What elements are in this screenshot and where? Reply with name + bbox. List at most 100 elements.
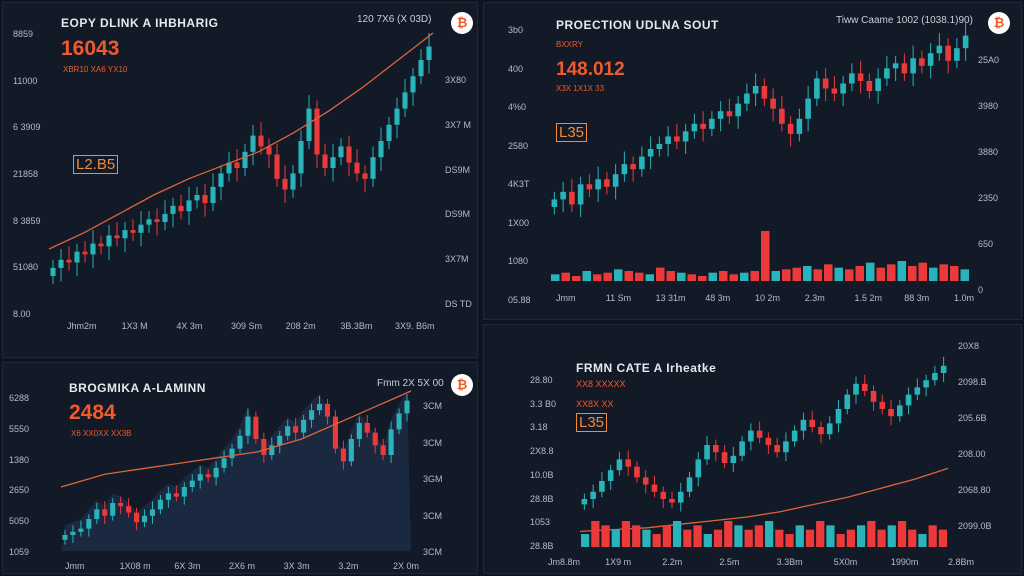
candle-body	[314, 108, 320, 155]
volume-bar	[635, 272, 644, 281]
right_axis-tick-label: 3CM	[423, 401, 443, 411]
candle-body	[181, 487, 187, 497]
volume-bar	[698, 276, 707, 281]
candle-body	[897, 405, 903, 417]
volume-bar	[846, 529, 855, 547]
candle-body	[840, 83, 846, 94]
left_axis-tick-label: 400	[508, 63, 524, 74]
right_axis-tick-label: 3X7 M	[445, 119, 472, 130]
left_axis-tick-label: 1080	[508, 256, 529, 267]
left_axis-tick-label: 1X00	[508, 217, 530, 228]
candle-body	[66, 259, 72, 263]
bitcoin-icon[interactable]: ₿	[451, 12, 473, 34]
candle-body	[669, 499, 675, 503]
volume-bar	[813, 269, 822, 281]
candlestick-chart-4	[579, 356, 949, 547]
candle-body	[595, 179, 601, 190]
x_axis-tick-label: Jmm	[556, 293, 576, 303]
candle-body	[90, 243, 96, 255]
x_axis-tick-label: 1.0m	[954, 293, 975, 303]
volume-bar	[816, 521, 825, 547]
volume-bar	[734, 525, 743, 547]
candle-body	[197, 474, 203, 481]
volume-bar	[782, 269, 791, 281]
right_axis-tick-label: DS9M	[445, 164, 471, 175]
left_axis-tick-label: 2650	[9, 485, 30, 496]
candle-body	[282, 178, 288, 190]
left_axis-tick-label: 6288	[9, 393, 30, 403]
candle-body	[226, 162, 232, 174]
candle-body	[919, 58, 925, 66]
candle-body	[726, 111, 733, 117]
right_axis-tick-label: 2098.B	[958, 377, 987, 387]
candle-body	[141, 515, 148, 523]
chart-panel-1: EOPY DLINK A IHBHARIG 120 7X6 (X 03D) ₿ …	[2, 2, 478, 358]
volume-bar	[724, 521, 733, 547]
volume-bar	[551, 274, 560, 281]
x_axis-tick-label: 309 Sm	[231, 321, 263, 331]
candle-body	[362, 173, 368, 179]
candle-body	[348, 439, 354, 462]
candle-body	[647, 149, 654, 157]
x_axis-tick-label: Jm8.8m	[548, 557, 581, 567]
x_axis-tick-label: 208 2m	[285, 321, 316, 331]
candle-body	[118, 503, 124, 507]
candle-body	[730, 455, 737, 463]
volume-bar	[582, 271, 591, 281]
right_axis-tick-label: 2099.0B	[958, 521, 992, 531]
candle-body	[861, 383, 868, 391]
left_axis-tick-label: 1053	[530, 517, 551, 528]
x_axis-tick-label: Jhm2m	[67, 321, 97, 331]
candle-body	[901, 63, 908, 74]
candle-body	[774, 445, 780, 453]
left_axis-tick-label: 8 3859	[13, 215, 41, 226]
left_axis-tick-label: 8.00	[13, 309, 31, 319]
trendline	[48, 32, 434, 250]
candle-body	[340, 448, 346, 462]
volume-bar	[673, 521, 682, 547]
volume-bar	[713, 529, 723, 547]
left_axis-tick-label: 28.80	[530, 375, 553, 385]
candle-body	[298, 141, 304, 174]
candle-body	[642, 477, 649, 485]
candle-body	[253, 416, 259, 439]
volume-bar	[708, 272, 717, 281]
volume-bar	[929, 267, 938, 281]
bitcoin-icon[interactable]: ₿	[988, 12, 1010, 34]
candle-body	[818, 427, 824, 435]
candle-body	[616, 459, 623, 471]
candle-body	[290, 173, 296, 190]
x_axis-tick-label: 3B.3Bm	[340, 321, 373, 331]
volume-bar	[836, 534, 845, 547]
candle-body	[660, 491, 667, 499]
volume-bar	[918, 534, 927, 547]
right_axis-tick-label: 3980	[978, 101, 999, 111]
candle-body	[346, 146, 352, 163]
candlestick-chart-3	[60, 390, 412, 551]
volume-bar	[662, 525, 671, 547]
price-subtext: X3X 1X1X 33	[556, 84, 605, 93]
x_axis-tick-label: Jmm	[65, 561, 85, 571]
candle-body	[870, 391, 877, 402]
volume-bar	[754, 525, 763, 547]
volume-bar	[803, 266, 812, 281]
x_axis-tick-label: 3.3Bm	[776, 557, 803, 567]
candle-body	[932, 373, 938, 381]
left_axis-tick-label: 21858	[13, 169, 39, 179]
x_axis-tick-label: 2X6 m	[229, 561, 256, 571]
volume-bar	[876, 267, 885, 281]
candle-body	[210, 186, 216, 204]
candle-body	[269, 445, 275, 455]
trendline	[579, 467, 949, 533]
bitcoin-icon[interactable]: ₿	[451, 374, 473, 396]
candle-body	[261, 439, 267, 455]
candle-body	[770, 98, 776, 109]
volume-bar	[960, 269, 969, 281]
panel-title: PROECTION UDLNA SOUT	[556, 18, 719, 32]
right_axis-tick-label: 650	[978, 239, 994, 249]
candle-body	[98, 243, 104, 247]
volume-bar	[866, 262, 875, 281]
candle-body	[250, 135, 256, 152]
small-tag: BXXRY	[556, 40, 583, 49]
candle-body	[70, 531, 76, 535]
